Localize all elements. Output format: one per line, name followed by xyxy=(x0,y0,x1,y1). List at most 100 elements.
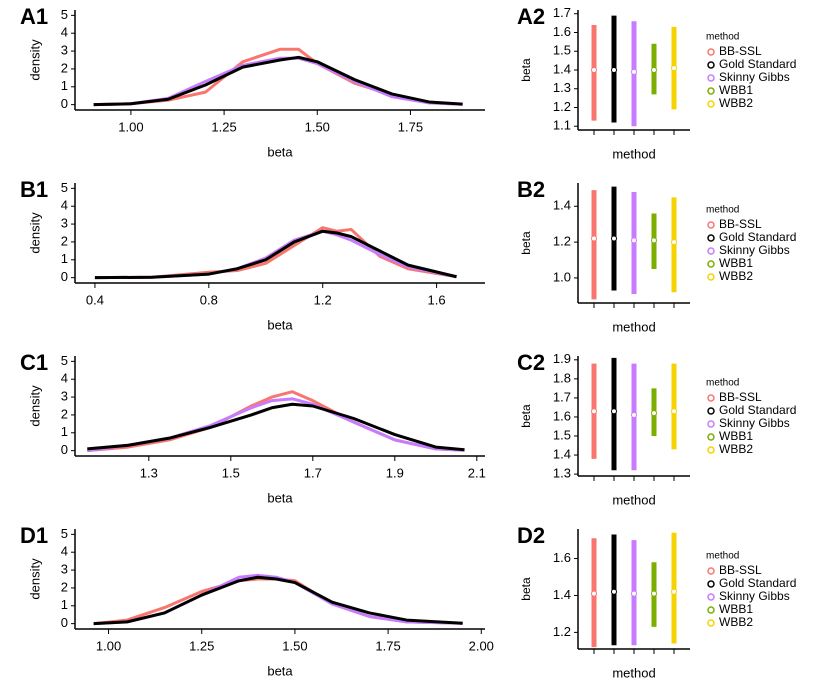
x-tick-label: 2.1 xyxy=(468,465,486,480)
legend-label: WBB2 xyxy=(719,96,753,110)
density-line xyxy=(87,402,465,452)
legend-label: WBB2 xyxy=(719,269,753,283)
x-tick-label: 1.75 xyxy=(375,638,400,653)
panel-label: B1 xyxy=(20,177,48,202)
y-tick-label: 1.8 xyxy=(553,370,571,385)
median-point xyxy=(671,588,677,595)
y-tick-label: 1.1 xyxy=(553,118,571,133)
x-axis-label: method xyxy=(612,146,655,161)
legend-label: BB-SSL xyxy=(719,44,762,58)
legend-key xyxy=(707,100,715,108)
y-tick-label: 3 xyxy=(61,216,68,231)
median-point xyxy=(651,237,657,244)
median-point xyxy=(591,590,597,597)
legend-key xyxy=(707,61,715,69)
y-axis-label: density xyxy=(27,385,42,427)
legend-label: Gold Standard xyxy=(719,230,796,244)
y-axis-label: beta xyxy=(519,58,533,82)
legend-label: WBB1 xyxy=(719,256,753,270)
x-tick-label: 1.5 xyxy=(222,465,240,480)
y-axis-label: density xyxy=(27,39,42,81)
panel-label: C2 xyxy=(517,350,545,375)
y-tick-label: 2 xyxy=(61,406,68,421)
x-tick-label: 1.00 xyxy=(96,638,121,653)
panel-label: D1 xyxy=(20,523,48,548)
y-tick-label: 0 xyxy=(61,269,68,284)
y-tick-label: 1.5 xyxy=(553,427,571,442)
density-line xyxy=(94,229,457,280)
legend-key xyxy=(707,273,715,281)
legend-key xyxy=(707,234,715,242)
median-point xyxy=(631,590,637,597)
y-tick-label: 1.2 xyxy=(553,234,571,249)
median-point xyxy=(651,410,657,417)
y-tick-label: 0 xyxy=(61,442,68,457)
y-tick-label: 1 xyxy=(61,597,68,612)
y-tick-label: 0 xyxy=(61,615,68,630)
y-tick-label: 3 xyxy=(61,389,68,404)
x-axis-label: beta xyxy=(267,317,293,332)
median-point xyxy=(591,67,597,73)
median-point xyxy=(651,590,657,597)
legend-key xyxy=(707,567,715,575)
x-tick-label: 1.6 xyxy=(428,292,446,307)
y-tick-label: 4 xyxy=(61,371,68,386)
median-point xyxy=(651,67,657,73)
y-tick-label: 1.0 xyxy=(553,269,571,284)
legend-title: method xyxy=(706,551,739,562)
y-tick-label: 4 xyxy=(61,25,68,40)
y-tick-label: 2 xyxy=(61,579,68,594)
x-axis-label: beta xyxy=(267,490,293,505)
legend-title: method xyxy=(706,378,739,389)
median-point xyxy=(631,412,637,419)
median-point xyxy=(591,235,597,242)
x-tick-label: 1.00 xyxy=(118,119,143,134)
y-tick-label: 1.5 xyxy=(553,43,571,58)
y-tick-label: 5 xyxy=(61,180,68,195)
x-axis-label: method xyxy=(612,319,655,334)
legend-title: method xyxy=(706,205,739,216)
x-tick-label: 0.4 xyxy=(86,292,104,307)
median-point xyxy=(631,68,637,75)
legend-key xyxy=(707,407,715,415)
y-axis-label: beta xyxy=(519,404,533,428)
median-point xyxy=(671,65,677,72)
legend-key xyxy=(707,247,715,255)
median-point xyxy=(611,408,617,415)
legend-key xyxy=(707,260,715,268)
panel-label: A1 xyxy=(20,4,48,29)
legend-label: Gold Standard xyxy=(719,403,796,417)
y-axis-label: beta xyxy=(519,231,533,255)
legend-key xyxy=(707,619,715,627)
median-point xyxy=(671,408,677,415)
density-line xyxy=(93,575,463,626)
x-tick-label: 1.50 xyxy=(305,119,330,134)
legend-label: Skinny Gibbs xyxy=(719,589,790,603)
x-tick-label: 1.75 xyxy=(398,119,423,134)
median-point xyxy=(631,237,637,244)
density-line xyxy=(93,55,463,107)
y-tick-label: 1.2 xyxy=(553,624,571,639)
x-tick-label: 2.00 xyxy=(469,638,494,653)
y-tick-label: 1.9 xyxy=(553,351,571,366)
legend-key xyxy=(707,606,715,614)
legend-label: BB-SSL xyxy=(719,563,762,577)
panel-label: C1 xyxy=(20,350,48,375)
legend-key xyxy=(707,593,715,601)
x-tick-label: 1.2 xyxy=(314,292,332,307)
legend-label: WBB2 xyxy=(719,442,753,456)
y-tick-label: 1.3 xyxy=(553,80,571,95)
y-tick-label: 1.7 xyxy=(553,389,571,404)
y-tick-label: 5 xyxy=(61,353,68,368)
panel-label: A2 xyxy=(517,4,545,29)
x-tick-label: 1.9 xyxy=(386,465,404,480)
x-tick-label: 1.3 xyxy=(140,465,158,480)
legend-label: WBB1 xyxy=(719,602,753,616)
y-axis-label: density xyxy=(27,558,42,600)
y-tick-label: 5 xyxy=(61,7,68,22)
median-point xyxy=(591,408,597,415)
y-tick-label: 1.4 xyxy=(553,587,571,602)
x-axis-label: beta xyxy=(267,144,293,159)
y-tick-label: 2 xyxy=(61,60,68,75)
